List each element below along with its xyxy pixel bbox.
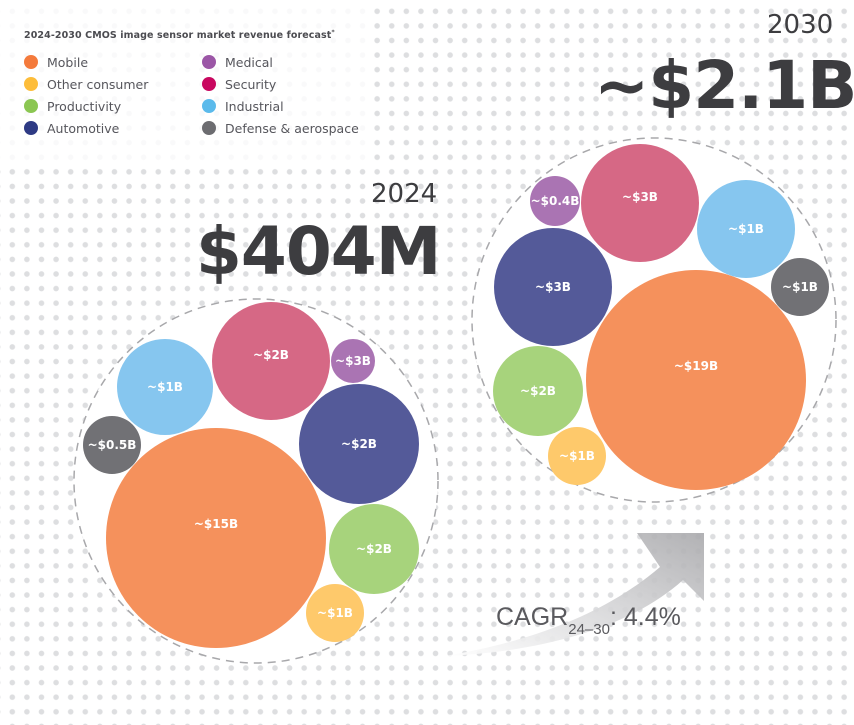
legend-item-productivity: Productivity bbox=[24, 98, 121, 114]
bubble-label-2024-automotive: ~$2B bbox=[341, 437, 377, 451]
bubble-2030-medical bbox=[530, 176, 580, 226]
bubble-2024-mobile bbox=[106, 428, 326, 648]
bubble-label-2024-mobile: ~$15B bbox=[194, 517, 238, 531]
year-label-2030: 2030 bbox=[767, 10, 834, 40]
bubble-label-2024-industrial: ~$1B bbox=[147, 380, 183, 394]
bubble-label-2024-defense-aerospace: ~$0.5B bbox=[88, 438, 137, 452]
footnote-marker: * bbox=[331, 29, 335, 36]
legend-item-medical: Medical bbox=[202, 54, 273, 70]
bubble-2030-security bbox=[581, 144, 699, 262]
total-label-2024: $404M bbox=[196, 213, 441, 290]
bubble-label-2024-other-consumer: ~$1B bbox=[317, 606, 353, 620]
legend-item-other-consumer: Other consumer bbox=[24, 76, 148, 92]
legend-dot-icon bbox=[24, 55, 38, 69]
bubble-2030-other-consumer bbox=[548, 427, 606, 485]
bubble-2024-defense-aerospace bbox=[83, 416, 141, 474]
legend-item-security: Security bbox=[202, 76, 276, 92]
chart-title-text: 2024-2030 CMOS image sensor market reven… bbox=[24, 30, 332, 42]
legend-label: Mobile bbox=[47, 54, 89, 70]
legend-label: Defense & aerospace bbox=[225, 120, 359, 136]
bubble-2024-security bbox=[212, 302, 330, 420]
bubble-label-2024-productivity: ~$2B bbox=[356, 542, 392, 556]
legend-dot-icon bbox=[24, 77, 38, 91]
bubble-label-2030-industrial: ~$1B bbox=[728, 222, 764, 236]
legend-item-defense-aerospace: Defense & aerospace bbox=[202, 120, 359, 136]
bubble-label-2030-other-consumer: ~$1B bbox=[559, 449, 595, 463]
legend-panel: 2024-2030 CMOS image sensor market reven… bbox=[0, 0, 372, 162]
bubble-label-2030-automotive: ~$3B bbox=[535, 280, 571, 294]
legend-dot-icon bbox=[202, 99, 216, 113]
legend-dot-icon bbox=[202, 77, 216, 91]
bubble-2030-productivity bbox=[493, 346, 583, 436]
bubble-2030-automotive bbox=[494, 228, 612, 346]
bubble-label-2030-security: ~$3B bbox=[622, 190, 658, 204]
legend-dot-icon bbox=[24, 121, 38, 135]
growth-arrow-icon bbox=[445, 533, 704, 656]
bubble-2024-automotive bbox=[299, 384, 419, 504]
legend-dot-icon bbox=[202, 55, 216, 69]
legend-label: Security bbox=[225, 76, 277, 92]
legend-item-industrial: Industrial bbox=[202, 98, 284, 114]
bubble-label-2030-defense-aerospace: ~$1B bbox=[782, 280, 818, 294]
legend-label: Industrial bbox=[225, 98, 284, 114]
bubble-label-2030-mobile: ~$19B bbox=[674, 359, 718, 373]
legend-item-mobile: Mobile bbox=[24, 54, 88, 70]
cagr-prefix: CAGR bbox=[496, 603, 569, 631]
legend-label: Productivity bbox=[47, 98, 122, 114]
year-label-2024: 2024 bbox=[371, 179, 438, 209]
bubble-2030-mobile bbox=[586, 270, 806, 490]
legend-label: Other consumer bbox=[47, 76, 149, 92]
bubble-2024-industrial bbox=[117, 339, 213, 435]
bubble-label-2030-productivity: ~$2B bbox=[520, 384, 556, 398]
cagr-annotation: CAGR24–30: 4.4% bbox=[496, 603, 681, 638]
bubble-2024-other-consumer bbox=[306, 584, 364, 642]
legend-item-automotive: Automotive bbox=[24, 120, 119, 136]
bubble-2030-industrial bbox=[697, 180, 795, 278]
bubble-2030-defense-aerospace bbox=[771, 258, 829, 316]
cagr-subscript: 24–30 bbox=[568, 621, 610, 638]
legend-label: Medical bbox=[225, 54, 273, 70]
chart-title: 2024-2030 CMOS image sensor market reven… bbox=[24, 29, 335, 41]
bubble-label-2030-medical: ~$0.4B bbox=[531, 194, 580, 208]
bubble-2024-productivity bbox=[329, 504, 419, 594]
cagr-value: : 4.4% bbox=[609, 603, 681, 631]
total-label-2030: ~$2.1B bbox=[594, 47, 854, 124]
bubble-label-2024-medical: ~$3B bbox=[335, 354, 371, 368]
bubble-label-2024-security: ~$2B bbox=[253, 348, 289, 362]
legend-dot-icon bbox=[24, 99, 38, 113]
bubbles-layer: ~$15B ~$1B ~$2B ~$2B ~$3B ~$2B ~$1B ~$0.5B ~$19B… bbox=[83, 144, 829, 648]
bubble-2024-medical bbox=[331, 339, 375, 383]
legend-label: Automotive bbox=[47, 120, 120, 136]
legend-dot-icon bbox=[202, 121, 216, 135]
